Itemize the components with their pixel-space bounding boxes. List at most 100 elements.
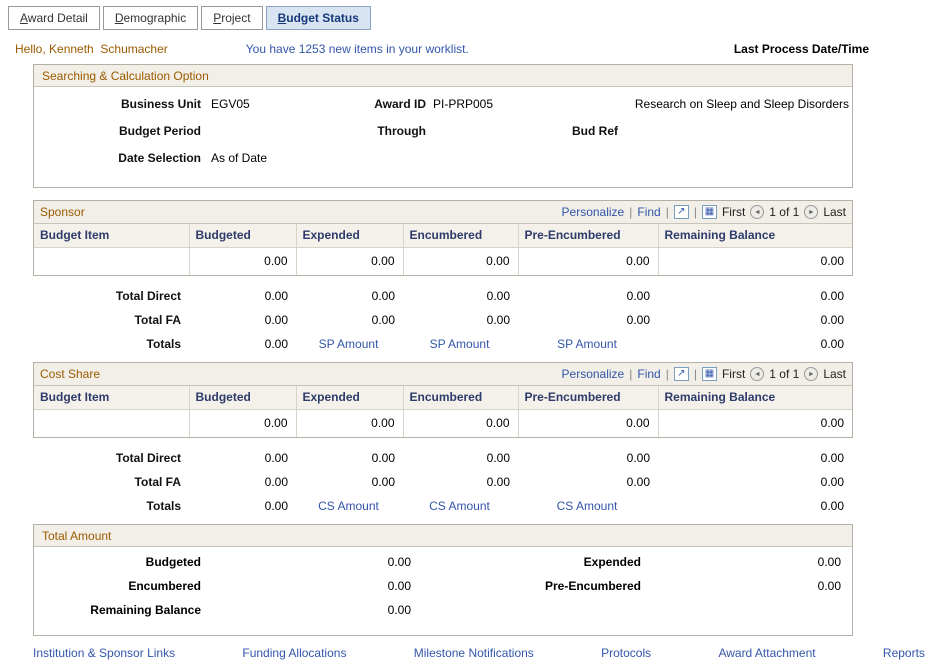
cell-budget-item: [33, 408, 190, 438]
total-value: 0.00: [371, 313, 395, 327]
total-direct-label: Total Direct: [115, 451, 181, 465]
last-link[interactable]: Last: [823, 205, 846, 219]
cell-budget-item: [33, 246, 190, 276]
total-value: 0.00: [820, 499, 844, 513]
totals-label: Totals: [146, 499, 181, 513]
cell-remaining-balance: 0.00: [657, 408, 853, 438]
popout-icon[interactable]: ↗: [673, 367, 689, 381]
total-value: 0.00: [486, 313, 510, 327]
date-selection-value: As of Date: [211, 151, 268, 165]
total-value: 0.00: [371, 289, 395, 303]
download-to-excel-icon[interactable]: ▦: [701, 205, 717, 219]
totals-label: Totals: [146, 337, 181, 351]
cell-pre-encumbered: 0.00: [517, 408, 659, 438]
totals-row: Totals 0.00 CS Amount CS Amount CS Amoun…: [34, 494, 852, 518]
pre-encumbered-value: 0.00: [817, 579, 841, 593]
cell-expended: 0.00: [295, 408, 404, 438]
next-page-icon[interactable]: ►: [804, 367, 819, 381]
column-header-budgeted: Budgeted: [188, 223, 297, 248]
top-bar: Hello, Kenneth Schumacher You have 1253 …: [0, 30, 951, 64]
previous-page-icon[interactable]: ◄: [750, 205, 765, 219]
column-header-pre-encumbered: Pre-Encumbered: [517, 223, 659, 248]
last-process-date-label: Last Process Date/Time: [733, 42, 869, 56]
encumbered-label: Encumbered: [128, 579, 201, 593]
sp-amount-link[interactable]: SP Amount: [557, 337, 617, 351]
award-id-label: Award ID: [374, 97, 426, 111]
download-to-excel-icon[interactable]: ▦: [701, 367, 717, 381]
protocols-link[interactable]: Protocols: [601, 646, 652, 660]
sponsor-grid-title: Sponsor: [40, 205, 85, 219]
cost-share-totals: Total Direct 0.00 0.00 0.00 0.00 0.00 To…: [34, 446, 852, 518]
personalize-link[interactable]: Personalize: [561, 367, 625, 381]
popout-icon[interactable]: ↗: [673, 205, 689, 219]
column-header-remaining-balance: Remaining Balance: [657, 223, 853, 248]
tab-label: ward Detail: [27, 11, 88, 25]
remaining-balance-value: 0.00: [387, 603, 411, 617]
total-value: 0.00: [486, 475, 510, 489]
cell-expended: 0.00: [295, 246, 404, 276]
table-row: 0.00 0.00 0.00 0.00 0.00: [33, 408, 853, 438]
cell-encumbered: 0.00: [402, 408, 519, 438]
section-title: Total Amount: [34, 525, 852, 547]
business-unit-value: EGV05: [211, 97, 250, 111]
funding-allocations-link[interactable]: Funding Allocations: [242, 646, 347, 660]
tab-strip: Award Detail Demographic Project Budget …: [0, 0, 951, 30]
total-direct-row: Total Direct 0.00 0.00 0.00 0.00 0.00: [34, 446, 852, 470]
tab-budget-status[interactable]: Budget Status: [265, 6, 371, 30]
total-value: 0.00: [264, 289, 288, 303]
total-value: 0.00: [820, 451, 844, 465]
pre-encumbered-label: Pre-Encumbered: [544, 579, 641, 593]
column-header-encumbered: Encumbered: [402, 385, 519, 410]
column-header-pre-encumbered: Pre-Encumbered: [517, 385, 659, 410]
page-position: 1 of 1: [769, 205, 800, 219]
cs-amount-link[interactable]: CS Amount: [318, 499, 379, 513]
tab-label: D: [114, 11, 124, 25]
total-fa-row: Total FA 0.00 0.00 0.00 0.00 0.00: [34, 308, 852, 332]
institution-sponsor-links-link[interactable]: Institution & Sponsor Links: [33, 646, 176, 660]
cost-share-grid-title: Cost Share: [40, 367, 101, 381]
separator: |: [629, 367, 633, 381]
totals-row: Totals 0.00 SP Amount SP Amount SP Amoun…: [34, 332, 852, 356]
column-header-budget-item: Budget Item: [33, 385, 190, 410]
find-link[interactable]: Find: [637, 205, 661, 219]
column-header-remaining-balance: Remaining Balance: [657, 385, 853, 410]
tab-demographic[interactable]: Demographic: [102, 6, 199, 30]
total-value: 0.00: [486, 289, 510, 303]
previous-page-icon[interactable]: ◄: [750, 367, 765, 381]
next-page-icon[interactable]: ►: [804, 205, 819, 219]
cell-budgeted: 0.00: [188, 246, 297, 276]
first-link[interactable]: First: [721, 367, 746, 381]
encumbered-value: 0.00: [387, 579, 411, 593]
sp-amount-link[interactable]: SP Amount: [318, 337, 379, 351]
total-value: 0.00: [820, 289, 844, 303]
personalize-link[interactable]: Personalize: [561, 205, 625, 219]
award-attachment-link[interactable]: Award Attachment: [718, 646, 816, 660]
remaining-balance-label: Remaining Balance: [90, 603, 201, 617]
total-value: 0.00: [820, 475, 844, 489]
cs-amount-link[interactable]: CS Amount: [556, 499, 618, 513]
tab-project[interactable]: Project: [201, 6, 263, 30]
total-amount-section: Total Amount Budgeted 0.00 Expended 0.00…: [33, 524, 853, 636]
total-direct-label: Total Direct: [115, 289, 181, 303]
reports-link[interactable]: Reports: [882, 646, 925, 660]
through-label: Through: [377, 124, 426, 138]
total-value: 0.00: [264, 499, 288, 513]
last-link[interactable]: Last: [823, 367, 846, 381]
tab-award-detail[interactable]: Award Detail: [8, 6, 100, 30]
column-header-budgeted: Budgeted: [188, 385, 297, 410]
worklist-link[interactable]: You have 1253 new items in your worklist…: [245, 42, 469, 56]
total-value: 0.00: [264, 475, 288, 489]
tab-label: roject: [221, 11, 251, 25]
separator: |: [693, 205, 697, 219]
separator: |: [629, 205, 633, 219]
sponsor-grid: Sponsor Personalize | Find | ↗ | ▦ First…: [33, 200, 853, 276]
tab-label: emographic: [123, 11, 187, 25]
total-value: 0.00: [626, 313, 650, 327]
sp-amount-link[interactable]: SP Amount: [429, 337, 490, 351]
section-title: Searching & Calculation Option: [34, 65, 852, 87]
find-link[interactable]: Find: [637, 367, 661, 381]
milestone-notifications-link[interactable]: Milestone Notifications: [413, 646, 534, 660]
business-unit-label: Business Unit: [120, 97, 201, 111]
first-link[interactable]: First: [721, 205, 746, 219]
cs-amount-link[interactable]: CS Amount: [429, 499, 490, 513]
